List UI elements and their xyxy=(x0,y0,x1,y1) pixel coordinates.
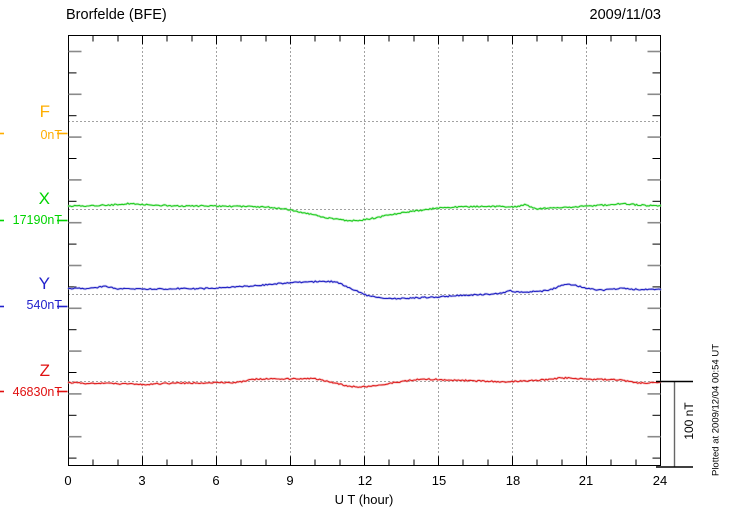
component-baseline-z: 46830nT xyxy=(12,385,62,399)
x-tick-label: 18 xyxy=(505,473,521,488)
component-letter-f: F xyxy=(39,102,50,121)
x-tick-label: 24 xyxy=(652,473,668,488)
x-tick-label: 9 xyxy=(286,473,294,488)
component-letter-x: X xyxy=(38,189,50,208)
x-tick-label: 12 xyxy=(357,473,373,488)
component-baseline-x: 17190nT xyxy=(12,213,62,227)
x-tick-label: 6 xyxy=(212,473,220,488)
x-tick-label: 0 xyxy=(64,473,72,488)
x-axis-title: U T (hour) xyxy=(334,492,394,507)
scale-bar-label: 100 nT xyxy=(682,402,696,440)
x-tick-label: 3 xyxy=(138,473,146,488)
component-letter-y: Y xyxy=(38,274,50,293)
component-letter-z: Z xyxy=(39,361,50,380)
page-title: Brorfelde (BFE) xyxy=(66,7,167,23)
component-baseline-y: 540nT xyxy=(26,298,62,312)
x-tick-label: 15 xyxy=(431,473,447,488)
component-baseline-f: 0nT xyxy=(40,128,62,142)
x-tick-label: 21 xyxy=(578,473,594,488)
plot-timestamp-note: Plotted at 2009/12/04 00:54 UT xyxy=(710,343,722,477)
date-label: 2009/11/03 xyxy=(589,7,662,23)
